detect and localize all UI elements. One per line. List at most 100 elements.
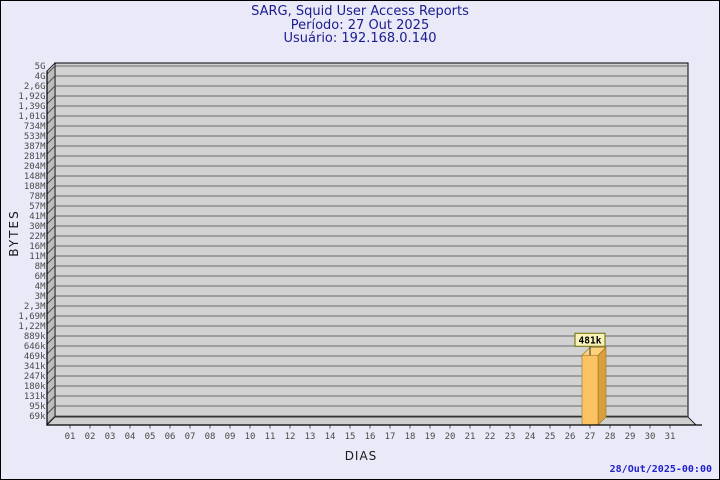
y-tick-connector: [46, 275, 56, 285]
x-tick-label: 04: [125, 432, 136, 442]
y-tick-label: 533M: [24, 132, 46, 142]
y-tick-label: 204M: [24, 162, 46, 172]
y-tick-label: 1,92G: [18, 92, 45, 102]
x-tick-label: 31: [665, 432, 676, 442]
y-tick-label: 281M: [24, 152, 46, 162]
x-tick-label: 10: [245, 432, 256, 442]
y-tick-label: 6M: [35, 272, 46, 282]
y-tick-connector: [46, 65, 56, 75]
y-tick-connector: [46, 345, 56, 355]
chart-subtitle-period: Período: 27 Out 2025: [290, 17, 430, 33]
x-tick-label: 26: [565, 432, 576, 442]
y-tick-label: 1,39G: [18, 102, 45, 112]
y-tick-connector: [46, 405, 56, 415]
y-tick-connector: [46, 385, 56, 395]
y-tick-connector: [46, 95, 56, 105]
value-label: 481k: [579, 335, 602, 346]
y-tick-connector: [46, 315, 56, 325]
x-tick-label: 22: [485, 432, 496, 442]
y-tick-connector: [46, 365, 56, 375]
y-tick-connector: [46, 295, 56, 305]
y-tick-label: 387M: [24, 142, 46, 152]
x-axis-title: DIAS: [344, 449, 378, 463]
x-tick-label: 05: [145, 432, 156, 442]
y-tick-label: 469k: [24, 352, 46, 362]
x-tick-label: 12: [285, 432, 296, 442]
y-tick-label: 180k: [24, 382, 46, 392]
y-tick-label: 16M: [29, 242, 46, 252]
y-tick-label: 734M: [24, 122, 46, 132]
x-tick-label: 24: [525, 432, 536, 442]
y-tick-label: 247k: [24, 372, 46, 382]
y-tick-connector: [46, 235, 56, 245]
x-tick-label: 03: [105, 432, 116, 442]
x-tick-label: 16: [365, 432, 376, 442]
y-tick-connector: [46, 165, 56, 175]
y-tick-label: 41M: [29, 212, 46, 222]
y-tick-label: 2,3M: [24, 302, 46, 312]
y-tick-label: 131k: [24, 392, 46, 402]
bar-face: [581, 354, 599, 426]
y-tick-label: 1,22M: [18, 322, 46, 332]
y-tick-label: 889k: [24, 332, 46, 342]
bar-side: [597, 346, 607, 426]
x-tick-label: 27: [585, 432, 596, 442]
y-tick-label: 148M: [24, 172, 46, 182]
y-tick-connector: [46, 195, 56, 205]
x-tick-label: 07: [185, 432, 196, 442]
chart-title: SARG, Squid User Access Reports: [251, 4, 469, 19]
x-tick-label: 06: [165, 432, 176, 442]
y-tick-label: 2,6G: [24, 82, 46, 92]
y-tick-connector: [46, 85, 56, 95]
y-tick-connector: [46, 245, 56, 255]
y-tick-connector: [46, 105, 56, 115]
y-tick-connector: [46, 115, 56, 125]
x-tick-label: 17: [385, 432, 396, 442]
y-tick-label: 22M: [29, 232, 46, 242]
x-tick-label: 15: [345, 432, 356, 442]
y-tick-label: 3M: [35, 292, 46, 302]
y-tick-label: 5G: [35, 62, 46, 72]
x-tick-label: 09: [225, 432, 236, 442]
y-tick-connector: [46, 335, 56, 345]
y-tick-connector: [46, 285, 56, 295]
y-tick-label: 341k: [24, 362, 46, 372]
y-tick-connector: [46, 355, 56, 365]
x-tick-label: 13: [305, 432, 316, 442]
x-tick-label: 29: [625, 432, 636, 442]
y-tick-connector: [46, 305, 56, 315]
y-tick-label: 646k: [24, 342, 46, 352]
x-tick-label: 23: [505, 432, 516, 442]
y-tick-label: 8M: [35, 262, 46, 272]
x-tick-label: 14: [325, 432, 336, 442]
y-axis-title: BYTES: [7, 209, 21, 257]
y-tick-connector: [46, 225, 56, 235]
value-label-box: [574, 332, 606, 347]
x-tick-label: 30: [645, 432, 656, 442]
x-tick-label: 21: [465, 432, 476, 442]
x-tick-label: 08: [205, 432, 216, 442]
y-tick-label: 30M: [29, 222, 46, 232]
y-tick-connector: [46, 215, 56, 225]
x-tick-label: 28: [605, 432, 616, 442]
y-tick-connector: [46, 135, 56, 145]
x-tick-label: 18: [405, 432, 416, 442]
x-tick-label: 01: [65, 432, 76, 442]
y-tick-connector: [46, 395, 56, 405]
x-tick-label: 25: [545, 432, 556, 442]
y-tick-label: 4M: [35, 282, 46, 292]
chart-subtitle-user: Usuário: 192.168.0.140: [283, 31, 437, 46]
y-tick-connector: [46, 175, 56, 185]
x-tick-label: 02: [85, 432, 96, 442]
y-tick-connector: [46, 415, 56, 425]
x-tick-label: 20: [445, 432, 456, 442]
y-tick-connector: [46, 205, 56, 215]
y-tick-label: 1,01G: [18, 112, 45, 122]
y-tick-connector: [46, 75, 56, 85]
y-tick-connector: [46, 325, 56, 335]
y-tick-label: 11M: [29, 252, 46, 262]
y-tick-label: 4G: [35, 72, 46, 82]
y-tick-label: 69k: [29, 412, 46, 422]
y-tick-connector: [46, 265, 56, 275]
